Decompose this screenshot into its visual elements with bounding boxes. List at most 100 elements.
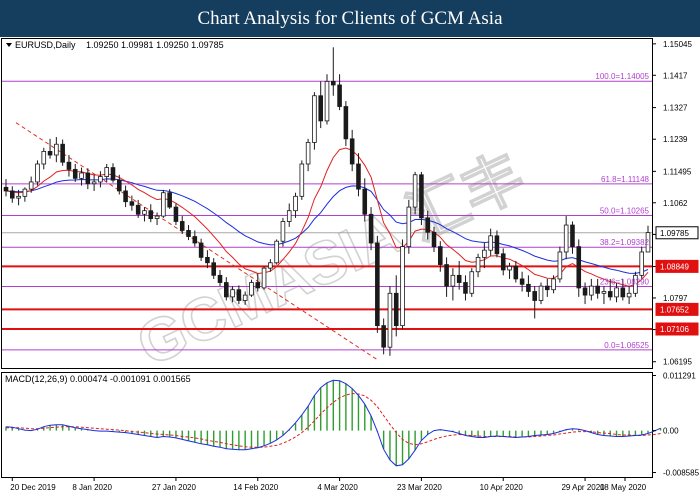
collapse-triangle-icon[interactable]: [6, 43, 12, 47]
candle-body: [72, 168, 78, 179]
candle-body: [500, 253, 506, 271]
price-axis-label: 1.11495: [663, 167, 692, 176]
time-axis-label: 23 Mar 2020: [397, 483, 442, 492]
candle-body: [545, 285, 550, 291]
candle-body: [98, 176, 103, 183]
macd-layer: [5, 379, 662, 467]
fib-level-label: 50.0=1.10265: [600, 207, 650, 216]
candle-body: [198, 242, 204, 258]
price-axis-label: 1.06195: [663, 358, 692, 367]
macd-title: MACD(12,26,9) 0.000474 -0.001091 0.00156…: [5, 374, 191, 384]
candle-body: [620, 287, 626, 298]
candle-body: [412, 174, 418, 208]
candle-body: [488, 235, 493, 251]
support-resistance-tag-box: [655, 322, 699, 336]
candle-body: [526, 283, 531, 292]
axes-layer: 1.15045 1.1417 1.1327 1.1239 1.11495 1.1062 1.…: [10, 40, 699, 492]
fib-level-label: 0.0=1.06525: [604, 341, 649, 350]
candle-body: [217, 274, 223, 283]
candle-body: [135, 204, 141, 215]
candle-body: [425, 217, 430, 233]
candle-body: [362, 188, 368, 215]
candle-body: [261, 267, 267, 289]
candle-body: [507, 265, 512, 271]
candle-body: [41, 151, 47, 165]
price-axis-label: 1.1327: [663, 104, 688, 113]
candle-body: [173, 206, 179, 222]
price-axis-label: 1.1062: [663, 199, 688, 208]
current-price-tag-label: 1.09785: [660, 229, 689, 238]
price-axis-label: 1.1239: [663, 135, 688, 144]
macd-main-line: [5, 379, 661, 467]
candle-body: [444, 264, 449, 287]
candle-body: [268, 262, 273, 269]
candle-body: [469, 271, 475, 294]
candle-body: [179, 221, 185, 231]
candle-body: [387, 292, 393, 348]
candle-body: [614, 287, 619, 298]
candle-body: [161, 192, 166, 217]
candle-body: [224, 282, 229, 298]
candle-body: [393, 292, 399, 327]
candle-body: [519, 278, 525, 285]
support-resistance-tag-box: [655, 259, 699, 273]
candle-body: [337, 84, 342, 107]
candle-body: [129, 201, 135, 206]
candle-body: [532, 291, 537, 301]
candle-body: [582, 287, 588, 296]
candle-body: [482, 249, 487, 258]
candle-body: [148, 210, 154, 219]
candle-body: [186, 230, 191, 237]
candle-body: [431, 231, 437, 248]
fib-level-label: 38.2=1.09382: [600, 238, 650, 247]
time-axis-label: 8 Jan 2020: [72, 483, 112, 492]
fib-level-label: 23.6=1.08290: [600, 277, 650, 286]
time-axis-label: 29 Apr 2020: [561, 483, 605, 492]
candle-body: [293, 195, 298, 212]
candle-body: [375, 242, 380, 327]
price-panel-frame: [1, 38, 653, 369]
candle-body: [242, 294, 248, 301]
candle-body: [142, 210, 147, 215]
trendline-layer: [15, 122, 378, 361]
candle-body: [639, 251, 644, 276]
candle-body: [35, 163, 40, 183]
candle-body: [167, 192, 172, 208]
candle-body: [645, 232, 651, 253]
candle-body: [299, 163, 305, 197]
candle-body: [438, 246, 443, 265]
candle-body: [16, 195, 21, 199]
candle-body: [312, 95, 317, 143]
support-resistance-tag-label: 1.07106: [660, 325, 689, 334]
candle-body: [331, 80, 336, 86]
candle-body: [633, 274, 638, 294]
candle-body: [349, 138, 355, 165]
candle-body: [450, 274, 456, 287]
candle-body: [356, 163, 361, 190]
candle-body: [3, 186, 9, 192]
candle-body: [406, 206, 412, 248]
price-axis-label: 1.15045: [663, 40, 692, 49]
support-resistance-tag-label: 1.07652: [660, 305, 689, 314]
support-resistance-tag-label: 1.08849: [660, 262, 689, 271]
candle-body: [475, 256, 481, 273]
chart-banner-title: Chart Analysis for Clients of GCM Asia: [0, 0, 700, 37]
candle-body: [236, 289, 242, 301]
time-axis-label: 18 May 2020: [600, 483, 647, 492]
candle-body: [274, 240, 279, 264]
macd-axis-label: 0.00: [663, 427, 679, 436]
time-axis-label: 4 Mar 2020: [317, 483, 358, 492]
candle-body: [10, 190, 15, 199]
current-price-tag-box: [655, 226, 699, 240]
downtrend-line: [15, 122, 378, 361]
candle-body: [117, 179, 122, 192]
candle-body: [626, 292, 632, 298]
candle-body: [538, 285, 544, 301]
candle-body: [123, 190, 128, 203]
candle-body: [154, 215, 160, 219]
candle-body: [513, 265, 519, 280]
candle-body: [494, 235, 500, 255]
chart-svg[interactable]: GCMASIA 汇丰 1.150451.14171.13271.12391.11…: [0, 37, 700, 500]
candle-body: [286, 210, 292, 222]
candle-body: [66, 161, 72, 170]
